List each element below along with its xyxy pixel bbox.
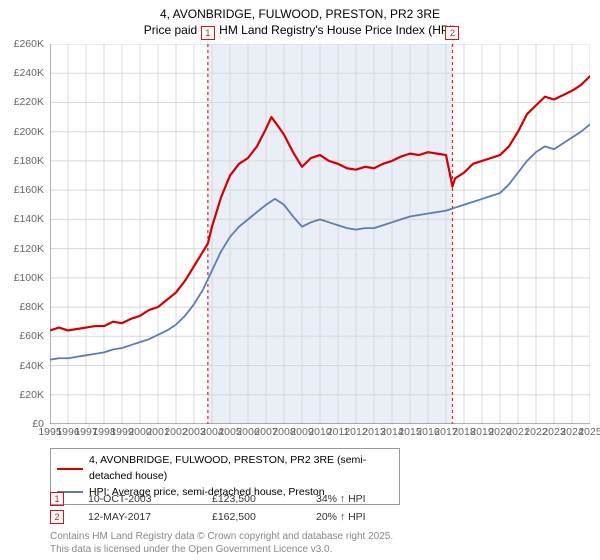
chart-title-block: 4, AVONBRIDGE, FULWOOD, PRESTON, PR2 3RE…	[0, 0, 600, 38]
chart-svg	[50, 44, 590, 424]
attribution-line-2: This data is licensed under the Open Gov…	[50, 543, 590, 556]
y-tick-label: £120K	[14, 243, 44, 255]
y-tick-label: £260K	[14, 38, 44, 50]
legend-label-0: 4, AVONBRIDGE, FULWOOD, PRESTON, PR2 3RE…	[89, 453, 393, 485]
shade-band	[208, 44, 453, 424]
marker-hpi-0: 34% ↑ HPI	[316, 493, 416, 505]
marker-row-0: 1 10-OCT-2003 £123,500 34% ↑ HPI	[50, 490, 590, 508]
legend-swatch-0	[57, 468, 83, 470]
y-tick-label: £180K	[14, 155, 44, 167]
y-tick-label: £40K	[19, 360, 44, 372]
y-tick-label: £220K	[14, 96, 44, 108]
marker-badge-0: 1	[50, 492, 64, 506]
plot-area: 12	[50, 44, 590, 424]
attribution: Contains HM Land Registry data © Crown c…	[50, 530, 590, 556]
y-tick-label: £160K	[14, 184, 44, 196]
marker-row-1: 2 12-MAY-2017 £162,500 20% ↑ HPI	[50, 508, 590, 526]
y-axis-labels: £0£20K£40K£60K£80K£100K£120K£140K£160K£1…	[0, 44, 48, 424]
marker-flag-2: 2	[445, 26, 459, 40]
y-tick-label: £80K	[19, 301, 44, 313]
x-axis-labels: 1995199619971998199920002001200220032004…	[50, 426, 590, 440]
attribution-line-1: Contains HM Land Registry data © Crown c…	[50, 530, 590, 543]
x-tick-label: 2025	[578, 426, 600, 438]
y-tick-label: £200K	[14, 126, 44, 138]
y-tick-label: £140K	[14, 213, 44, 225]
title-line-1: 4, AVONBRIDGE, FULWOOD, PRESTON, PR2 3RE	[0, 6, 600, 22]
grid-lines	[50, 44, 590, 424]
y-tick-label: £240K	[14, 67, 44, 79]
y-tick-label: £60K	[19, 330, 44, 342]
y-tick-label: £20K	[19, 389, 44, 401]
legend-item-0: 4, AVONBRIDGE, FULWOOD, PRESTON, PR2 3RE…	[57, 453, 393, 485]
marker-date-0: 10-OCT-2003	[88, 493, 188, 505]
marker-price-1: £162,500	[212, 511, 292, 523]
y-tick-label: £100K	[14, 272, 44, 284]
title-line-2: Price paid vs. HM Land Registry's House …	[0, 22, 600, 38]
marker-price-0: £123,500	[212, 493, 292, 505]
chart-container: 4, AVONBRIDGE, FULWOOD, PRESTON, PR2 3RE…	[0, 0, 600, 560]
marker-badge-1: 2	[50, 510, 64, 524]
marker-flag-1: 1	[201, 26, 215, 40]
marker-date-1: 12-MAY-2017	[88, 511, 188, 523]
marker-hpi-1: 20% ↑ HPI	[316, 511, 416, 523]
sale-markers-table: 1 10-OCT-2003 £123,500 34% ↑ HPI 2 12-MA…	[50, 490, 590, 526]
